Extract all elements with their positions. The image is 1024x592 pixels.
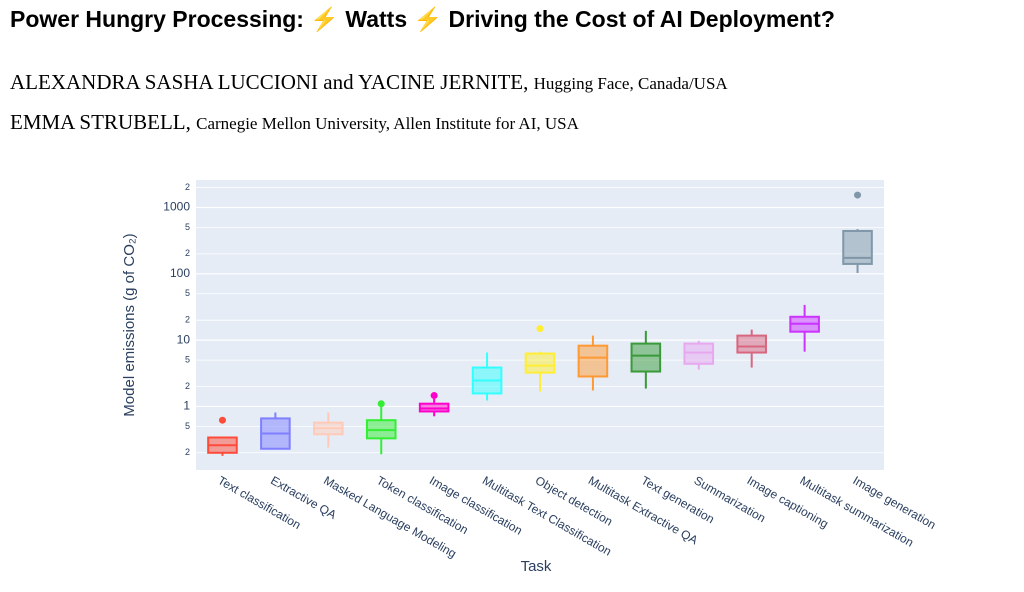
affiliation: Carnegie Mellon University, Allen Instit… xyxy=(196,114,579,133)
y-tick-label: 100 xyxy=(170,266,190,280)
paper-title: Power Hungry Processing: ⚡ Watts ⚡ Drivi… xyxy=(10,6,835,32)
box xyxy=(842,229,873,265)
y-tick-label: 5 xyxy=(185,288,190,298)
outlier xyxy=(377,400,385,408)
affiliation: Hugging Face, Canada/USA xyxy=(533,74,728,93)
box xyxy=(683,342,715,365)
x-tick-label: Image classification xyxy=(427,473,525,537)
y-tick-label: 1000 xyxy=(163,200,190,214)
y-tick-label: 1 xyxy=(183,399,190,413)
box xyxy=(630,342,662,373)
box xyxy=(577,344,609,378)
outlier xyxy=(430,392,438,400)
outlier xyxy=(536,325,544,333)
y-tick-label: 10 xyxy=(177,332,191,346)
y-tick-label: 5 xyxy=(185,354,190,364)
y-tick-label: 2 xyxy=(185,315,190,325)
outlier xyxy=(854,191,862,199)
box xyxy=(736,334,767,354)
y-tick-label: 5 xyxy=(185,222,190,232)
author-line: EMMA STRUBELL, Carnegie Mellon Universit… xyxy=(10,110,579,135)
outlier xyxy=(218,416,226,424)
x-axis-title: Task xyxy=(521,558,552,575)
author-names: ALEXANDRA SASHA LUCCIONI and YACINE JERN… xyxy=(10,70,529,94)
y-axis-title: Model emissions (g of CO₂) xyxy=(121,233,138,416)
plot-background xyxy=(196,180,884,470)
author-line: ALEXANDRA SASHA LUCCIONI and YACINE JERN… xyxy=(10,70,728,95)
box xyxy=(524,352,556,374)
y-tick-label: 2 xyxy=(185,447,190,457)
y-tick-label: 2 xyxy=(185,381,190,391)
author-names: EMMA STRUBELL, xyxy=(10,110,191,134)
y-tick-label: 2 xyxy=(185,182,190,192)
y-tick-label: 2 xyxy=(185,248,190,258)
y-tick-label: 5 xyxy=(185,421,190,431)
